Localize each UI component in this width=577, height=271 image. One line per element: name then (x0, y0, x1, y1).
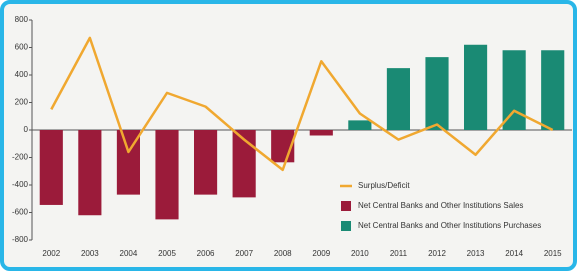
x-tick-label: 2004 (120, 249, 138, 258)
x-tick-label: 2012 (428, 249, 446, 258)
y-tick-label: -600 (12, 208, 29, 217)
legend-label: Net Central Banks and Other Institutions… (358, 201, 523, 210)
x-tick-label: 2007 (235, 249, 253, 258)
bar (387, 68, 410, 130)
y-tick-label: -400 (12, 180, 29, 189)
y-tick-label: -800 (12, 235, 29, 244)
y-tick-label: 0 (24, 125, 29, 134)
bar (348, 120, 371, 130)
x-tick-label: 2009 (312, 249, 330, 258)
y-tick-label: 600 (15, 43, 29, 52)
x-tick-label: 2015 (544, 249, 562, 258)
bar (310, 130, 333, 136)
page: -800 -600 -400 -200 0 200 400 600 800 2002 2003 200… (0, 0, 577, 271)
y-tick-label: 800 (15, 15, 29, 24)
bar (155, 130, 178, 219)
bar (541, 50, 564, 130)
y-tick-label: -200 (12, 153, 29, 162)
y-tick-label: 200 (15, 98, 29, 107)
bar (194, 130, 217, 195)
bar (503, 50, 526, 130)
x-tick-label: 2010 (351, 249, 369, 258)
x-tick-label: 2006 (197, 249, 215, 258)
chart: -800 -600 -400 -200 0 200 400 600 800 2002 2003 200… (0, 0, 577, 271)
bar (464, 45, 487, 130)
y-tick-label: 400 (15, 70, 29, 79)
x-tick-label: 2003 (81, 249, 99, 258)
x-tick-label: 2011 (390, 249, 408, 258)
legend-label: Surplus/Deficit (358, 181, 410, 190)
x-tick-label: 2008 (274, 249, 292, 258)
x-tick-label: 2014 (505, 249, 523, 258)
bar (425, 57, 448, 130)
x-tick-label: 2002 (42, 249, 60, 258)
bar (40, 130, 63, 205)
x-tick-label: 2013 (467, 249, 485, 258)
bar (78, 130, 101, 215)
legend-swatch (341, 201, 351, 211)
legend-label: Net Central Banks and Other Institutions… (358, 221, 541, 230)
legend-swatch (341, 221, 351, 231)
x-tick-label: 2005 (158, 249, 176, 258)
